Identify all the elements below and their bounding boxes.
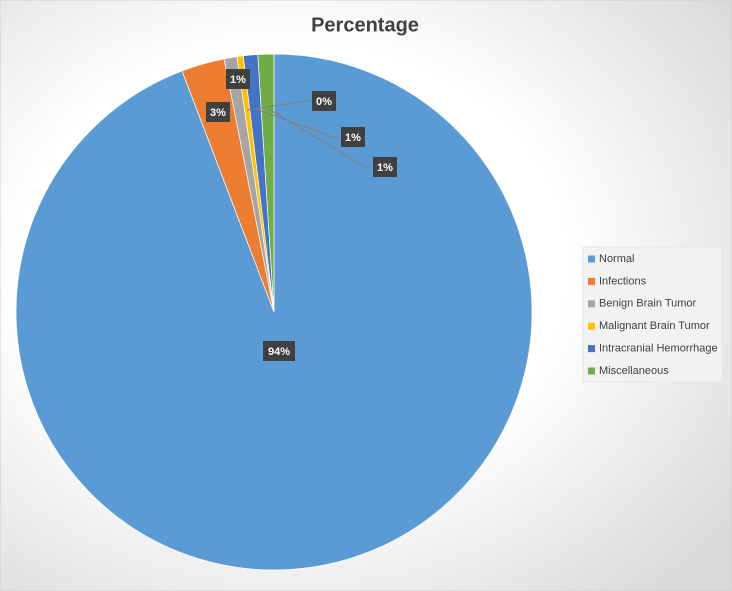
- data-label-box: [226, 69, 250, 89]
- data-label: 1%: [230, 74, 246, 86]
- legend-label: Miscellaneous: [599, 365, 669, 377]
- leader-line: [267, 107, 371, 168]
- legend-swatch: [588, 367, 595, 375]
- data-label: 1%: [345, 132, 361, 144]
- data-label: 0%: [316, 96, 332, 108]
- legend-label: Benign Brain Tumor: [599, 298, 697, 310]
- data-label-box: [263, 341, 295, 361]
- legend-label: Normal: [599, 253, 634, 265]
- data-label: 1%: [377, 162, 393, 174]
- data-label: 3%: [210, 107, 226, 119]
- data-label-box: [341, 127, 365, 147]
- leader-line: [247, 100, 310, 111]
- legend-swatch: [588, 255, 595, 263]
- leader-line: [255, 108, 339, 138]
- data-label-box: [206, 102, 230, 122]
- legend-swatch: [588, 300, 595, 308]
- legend-swatch: [588, 277, 595, 285]
- data-label-box: [373, 157, 397, 177]
- data-label-box: [312, 91, 336, 111]
- legend-label: Malignant Brain Tumor: [599, 320, 710, 332]
- legend-label: Infections: [599, 275, 647, 287]
- legend-swatch: [588, 345, 595, 353]
- legend-label: Intracranial Hemorrhage: [599, 343, 718, 355]
- legend-box: [582, 246, 723, 383]
- pie-slice: [257, 53, 275, 313]
- chart-title: Percentage: [311, 14, 419, 36]
- data-label: 94%: [268, 346, 290, 358]
- legend-swatch: [588, 322, 595, 330]
